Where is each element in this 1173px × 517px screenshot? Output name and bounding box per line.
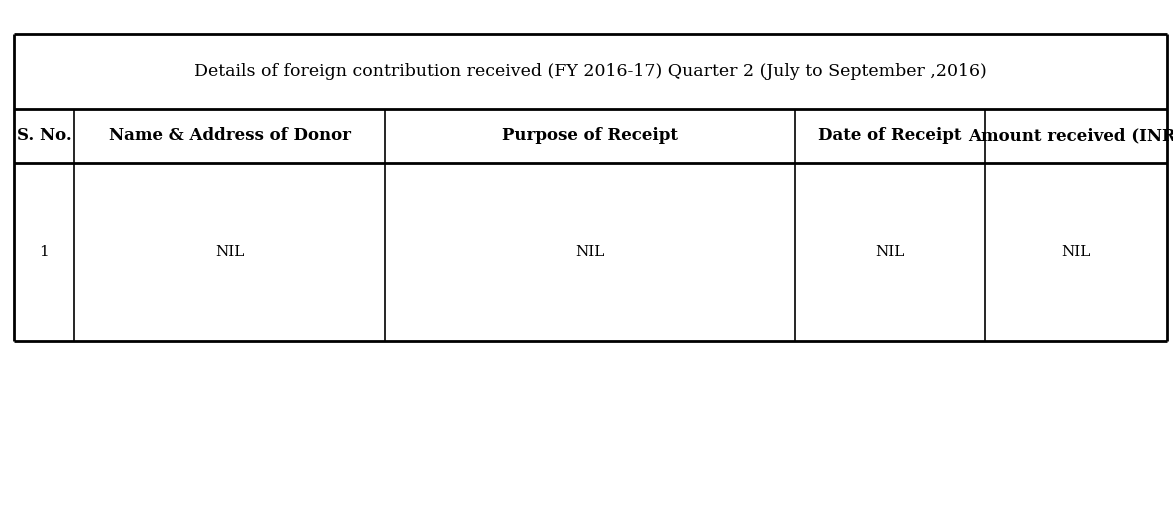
Text: S. No.: S. No. xyxy=(16,127,72,144)
Text: Details of foreign contribution received (FY 2016-17) Quarter 2 (July to Septemb: Details of foreign contribution received… xyxy=(195,63,986,80)
Text: Amount received (INR): Amount received (INR) xyxy=(968,127,1173,144)
Text: Name & Address of Donor: Name & Address of Donor xyxy=(109,127,351,144)
Text: NIL: NIL xyxy=(575,245,605,259)
Text: NIL: NIL xyxy=(1062,245,1091,259)
Text: Purpose of Receipt: Purpose of Receipt xyxy=(502,127,678,144)
Text: 1: 1 xyxy=(39,245,49,259)
Text: NIL: NIL xyxy=(215,245,244,259)
Text: Date of Receipt: Date of Receipt xyxy=(818,127,962,144)
Text: NIL: NIL xyxy=(875,245,904,259)
